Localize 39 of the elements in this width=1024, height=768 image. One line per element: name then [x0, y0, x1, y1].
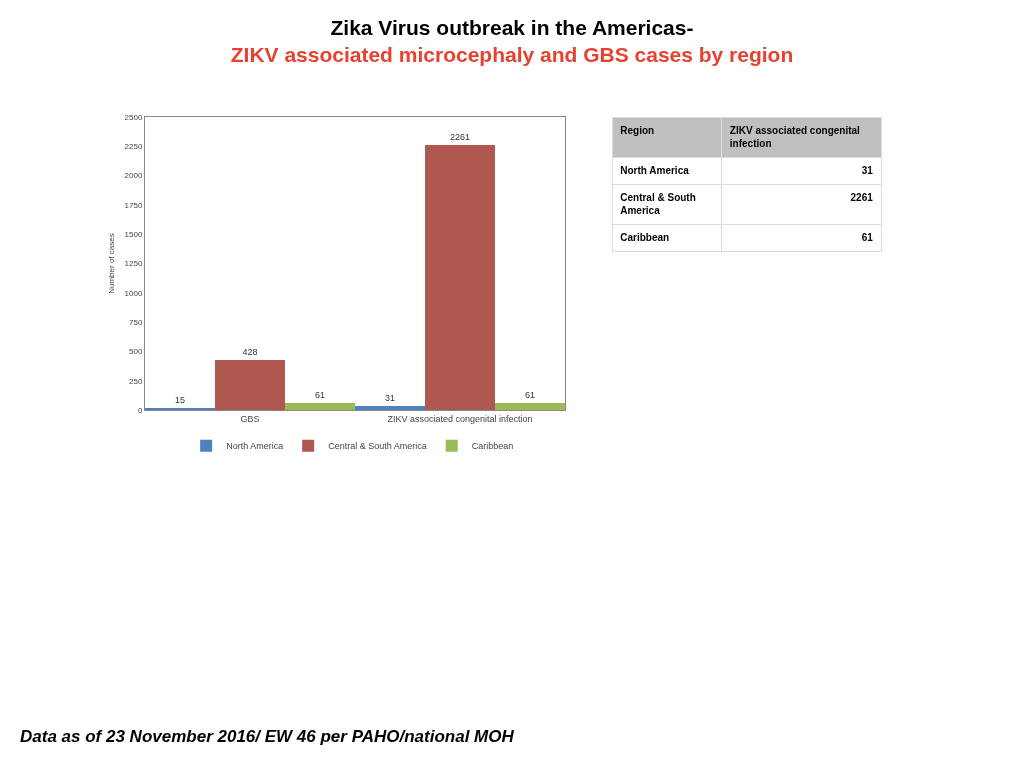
data-label: 428	[242, 347, 258, 358]
data-label: 15	[174, 395, 185, 406]
text: Caribbean	[620, 232, 670, 244]
y-tick-label: 0	[137, 405, 143, 415]
legend-label: Central & South America	[328, 441, 427, 452]
text: ZIKV associated congenital infection	[729, 125, 861, 150]
text: 31	[861, 165, 874, 177]
bar	[284, 403, 355, 411]
bar	[144, 408, 215, 411]
y-tick-label: 500	[129, 347, 143, 357]
bar	[424, 145, 495, 411]
y-tick-label: 2000	[124, 171, 143, 181]
y-tick-label: 2250	[124, 142, 143, 152]
legend-label: Caribbean	[471, 441, 514, 452]
y-tick-label: 1250	[124, 259, 143, 269]
bar	[494, 403, 565, 411]
data-label: 31	[384, 393, 395, 404]
bar	[354, 406, 425, 411]
bar	[214, 360, 285, 411]
legend-label: North America	[226, 441, 284, 452]
y-tick-label: 1500	[124, 230, 143, 240]
text: North America	[620, 165, 690, 177]
data-label: 61	[314, 390, 325, 401]
y-tick-label: 250	[129, 376, 143, 386]
x-tick-label: GBS	[240, 413, 260, 424]
chart-title: Zika Virus outbreak in the Americas-	[330, 15, 694, 39]
y-tick-label: 1000	[124, 288, 143, 298]
text: Region	[620, 125, 655, 137]
y-tick-label: 750	[129, 317, 143, 327]
data-label: 2261	[449, 132, 470, 143]
y-tick-label: 1750	[124, 200, 143, 210]
y-tick-label: 2500	[124, 112, 143, 122]
data-label: 61	[524, 390, 535, 401]
y-axis-title: Number of cases	[107, 233, 117, 294]
text: Central & South America	[620, 192, 696, 217]
chart-subtitle: ZIKV associated microcephaly and GBS cases by region	[230, 42, 794, 66]
text: Data as of 23 November 2016/ EW 46 per PAHO/national MOH	[20, 727, 515, 746]
text: 61	[861, 232, 874, 244]
text: 2261	[850, 192, 874, 204]
